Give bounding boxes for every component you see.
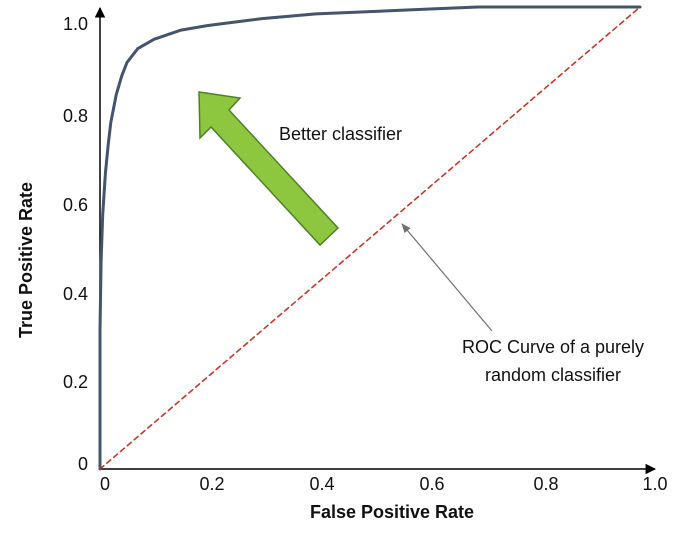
better-classifier-label: Better classifier xyxy=(279,124,402,144)
y-tick-label: 0.8 xyxy=(63,106,88,126)
x-tick-label: 0.6 xyxy=(419,474,444,494)
x-tick-label: 0.4 xyxy=(309,474,334,494)
y-tick-labels: 0 0.2 0.4 0.6 0.8 1.0 xyxy=(63,14,88,474)
x-tick-label: 0.8 xyxy=(533,474,558,494)
x-tick-label: 1.0 xyxy=(642,474,667,494)
y-axis-title: True Positive Rate xyxy=(16,182,36,338)
y-tick-label: 0.6 xyxy=(63,195,88,215)
y-tick-label: 1.0 xyxy=(63,14,88,34)
better-classifier-arrow xyxy=(198,91,340,247)
y-tick-label: 0.4 xyxy=(63,284,88,304)
x-tick-label: 0.2 xyxy=(199,474,224,494)
y-tick-label: 0.2 xyxy=(63,372,88,392)
x-axis-title: False Positive Rate xyxy=(310,502,474,522)
y-tick-label: 0 xyxy=(78,454,88,474)
random-classifier-line xyxy=(99,6,641,470)
x-tick-labels: 0 0.2 0.4 0.6 0.8 1.0 xyxy=(100,474,668,494)
random-classifier-label-line1: ROC Curve of a purely xyxy=(462,337,644,357)
roc-curve-line xyxy=(98,5,642,471)
random-pointer-arrow xyxy=(401,223,493,332)
series-layer xyxy=(98,5,642,471)
x-tick-label: 0 xyxy=(100,474,110,494)
random-classifier-label-line2: random classifier xyxy=(485,365,621,385)
